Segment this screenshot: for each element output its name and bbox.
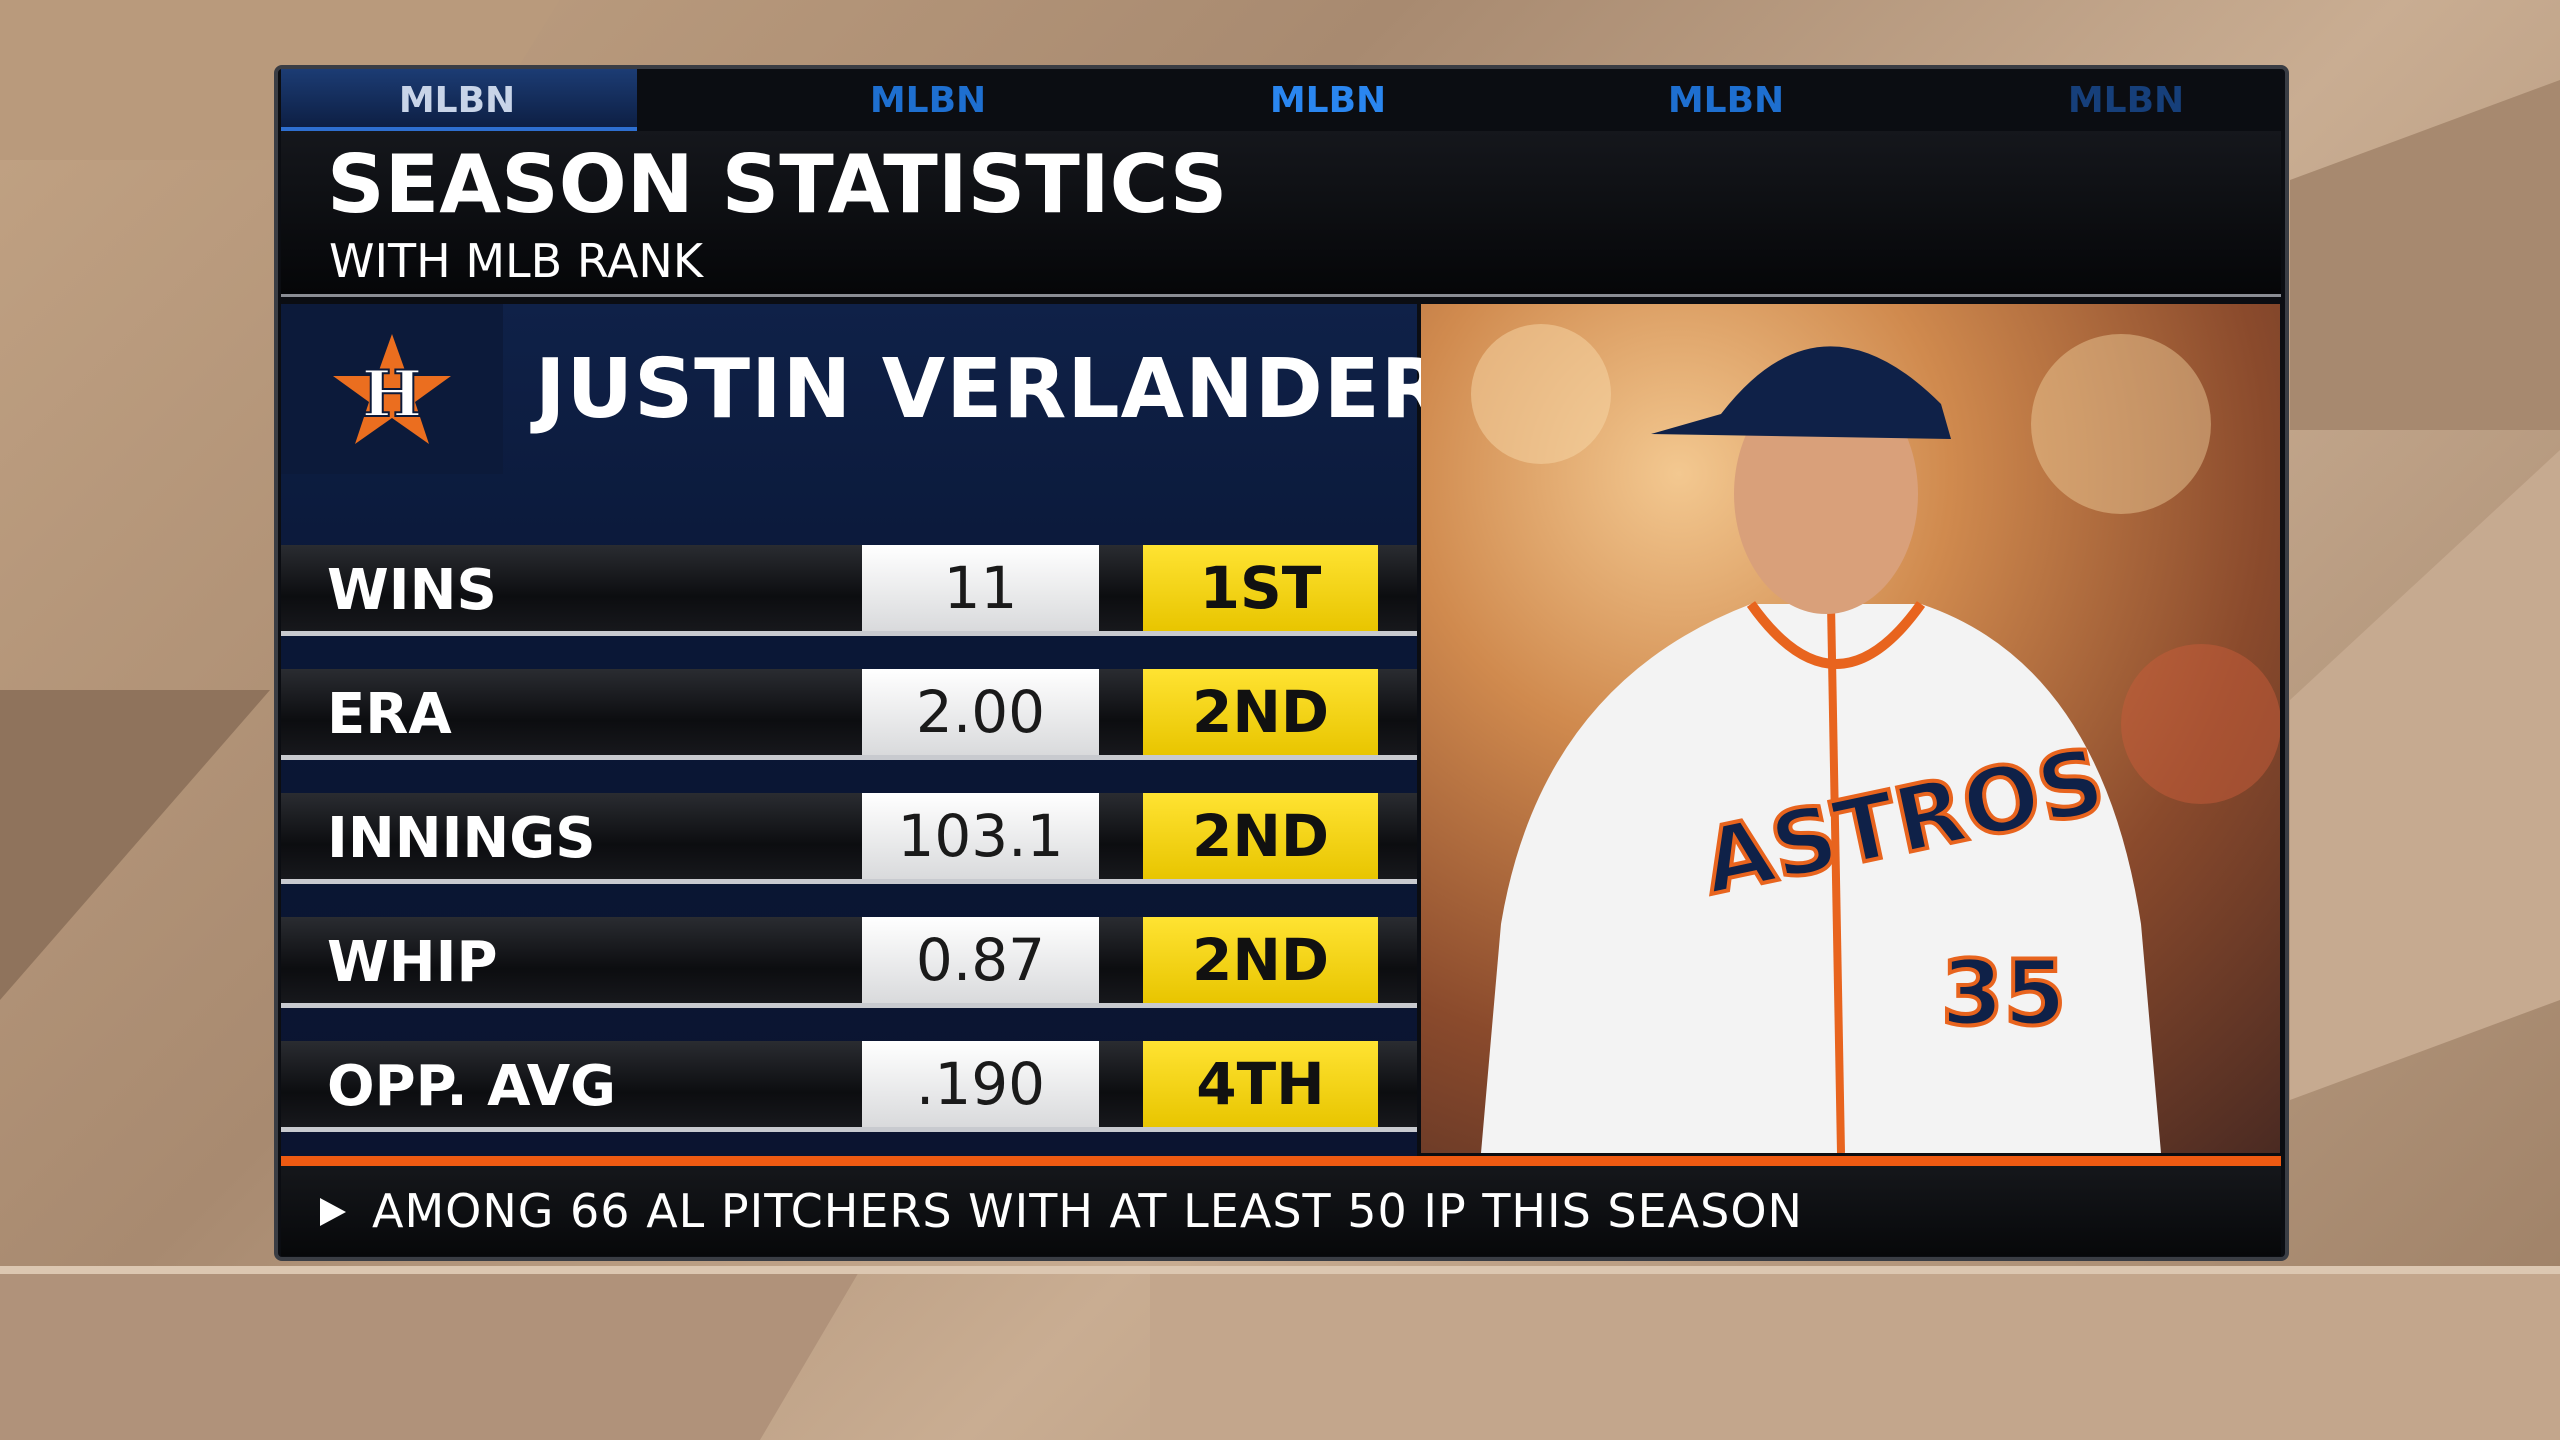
stat-label: INNINGS [327,806,596,871]
stat-label: WHIP [327,930,498,995]
footer-arrow [320,1198,346,1226]
stat-label: ERA [327,682,452,747]
stat-rank: 1ST [1143,545,1378,631]
stat-value: 103.1 [862,793,1099,879]
jersey-number: 35 [1941,941,2066,1046]
title: SEASON STATISTICS [327,138,1228,231]
subtitle: WITH MLB RANK [329,234,703,288]
stat-rank: 4TH [1143,1041,1378,1127]
stat-label: WINS [327,558,497,623]
accent-line [281,1156,2281,1166]
stat-rank: 2ND [1143,793,1378,879]
stat-label: OPP. AVG [327,1054,617,1119]
stat-value: .190 [862,1041,1099,1127]
tab: MLBN [398,79,516,121]
stat-value: 0.87 [862,917,1099,1003]
logo-star: H [333,334,451,444]
footer-band [281,1166,2281,1256]
active-tab [281,69,637,131]
stat-rank: 2ND [1143,917,1378,1003]
stat-value: 2.00 [862,669,1099,755]
tab: MLBN [2067,79,2185,121]
player-photo: ASTROS 35 [1421,304,2280,1153]
stat-value: 11 [862,545,1099,631]
player-name: JUSTIN VERLANDER [535,342,1445,437]
footer-note: AMONG 66 AL PITCHERS WITH AT LEAST 50 IP… [372,1184,1803,1238]
team-logo: H [281,304,503,474]
stat-rank: 2ND [1143,669,1378,755]
header-band [281,131,2281,297]
tab: MLBN [1269,79,1387,121]
svg-text:H: H [362,357,422,432]
photo-illustration: ASTROS 35 [1471,324,2280,1153]
tab: MLBN [1667,79,1785,121]
tab: MLBN [869,79,987,121]
